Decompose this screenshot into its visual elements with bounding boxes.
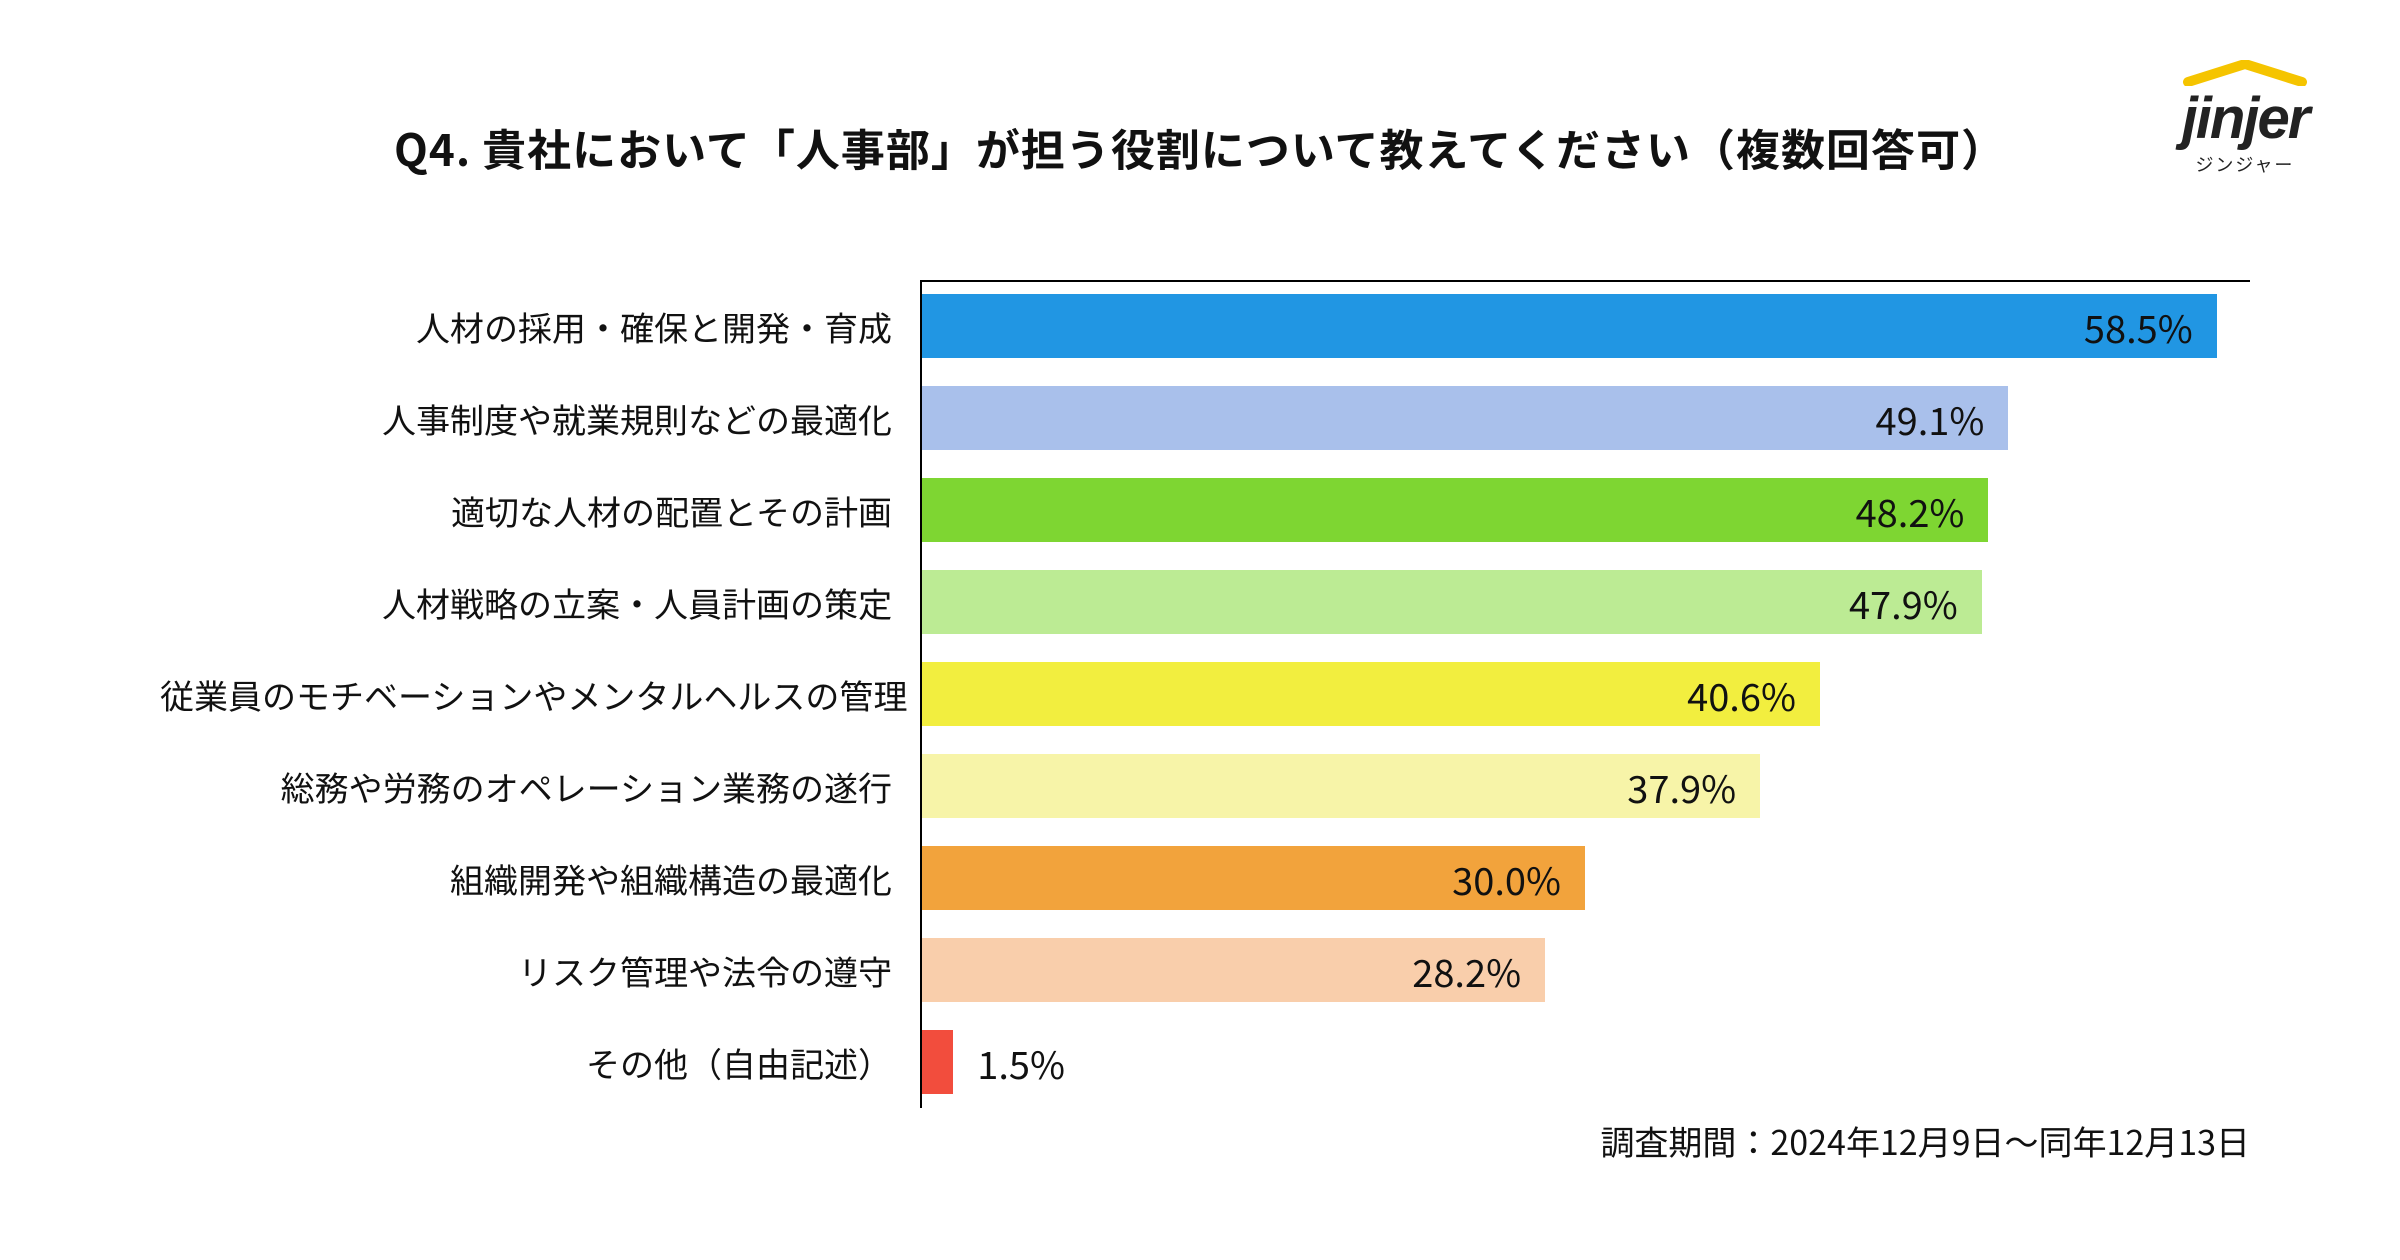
bar-label: 人材戦略の立案・人員計画の策定 [160,578,920,627]
bar-area: 47.9% [920,556,2250,648]
bar: 48.2% [920,478,1988,542]
bar-label: リスク管理や法令の遵守 [160,946,920,995]
bar-area: 58.5% [920,280,2250,372]
chart-row: 人材の採用・確保と開発・育成 58.5% [160,280,2250,372]
bar-value: 40.6% [1687,667,1796,722]
chart-title: Q4. 貴社において「人事部」が担う役割について教えてください（複数回答可） [0,115,2400,179]
bar: 28.2% [920,938,1545,1002]
bar-value: 37.9% [1627,759,1736,814]
bar-area: 30.0% [920,832,2250,924]
bar-area: 1.5% [920,1016,2250,1108]
bar-value: 49.1% [1876,391,1985,446]
chart-row: 人事制度や就業規則などの最適化 49.1% [160,372,2250,464]
bar: 47.9% [920,570,1982,634]
chart-row: 人材戦略の立案・人員計画の策定 47.9% [160,556,2250,648]
bar-label: 人材の採用・確保と開発・育成 [160,302,920,351]
bar-chart: 人材の採用・確保と開発・育成 58.5% 人事制度や就業規則などの最適化 49.1% 適… [160,280,2250,1108]
bar-value: 58.5% [2084,299,2193,354]
bar-label: 総務や労務のオペレーション業務の遂行 [160,762,920,811]
bar: 58.5% [920,294,2217,358]
bar-label: 組織開発や組織構造の最適化 [160,854,920,903]
bar-value: 1.5% [953,1035,1065,1090]
chart-row: 従業員のモチベーションやメンタルヘルスの管理 40.6% [160,648,2250,740]
bar-value: 30.0% [1452,851,1561,906]
bar-label: 従業員のモチベーションやメンタルヘルスの管理 [160,670,920,719]
survey-period-footnote: 調査期間：2024年12月9日～同年12月13日 [1600,1116,2250,1165]
bar [920,1030,953,1094]
chart-row: その他（自由記述） 1.5% [160,1016,2250,1108]
bar-value: 47.9% [1849,575,1958,630]
top-axis-line [920,280,2250,282]
bar-area: 37.9% [920,740,2250,832]
chart-row: 適切な人材の配置とその計画 48.2% [160,464,2250,556]
chart-row: 組織開発や組織構造の最適化 30.0% [160,832,2250,924]
y-axis-line [920,280,922,1108]
bar-label: その他（自由記述） [160,1038,920,1087]
bar-area: 49.1% [920,372,2250,464]
bar-area: 40.6% [920,648,2250,740]
chart-row: 総務や労務のオペレーション業務の遂行 37.9% [160,740,2250,832]
bar-label: 人事制度や就業規則などの最適化 [160,394,920,443]
bar: 40.6% [920,662,1820,726]
bar: 49.1% [920,386,2008,450]
bar: 30.0% [920,846,1585,910]
bar-area: 28.2% [920,924,2250,1016]
bar-area: 48.2% [920,464,2250,556]
chart-row: リスク管理や法令の遵守 28.2% [160,924,2250,1016]
bar: 37.9% [920,754,1760,818]
bar-value: 48.2% [1856,483,1965,538]
bar-label: 適切な人材の配置とその計画 [160,486,920,535]
logo-roof-icon [2180,60,2310,86]
bar-value: 28.2% [1412,943,1521,998]
